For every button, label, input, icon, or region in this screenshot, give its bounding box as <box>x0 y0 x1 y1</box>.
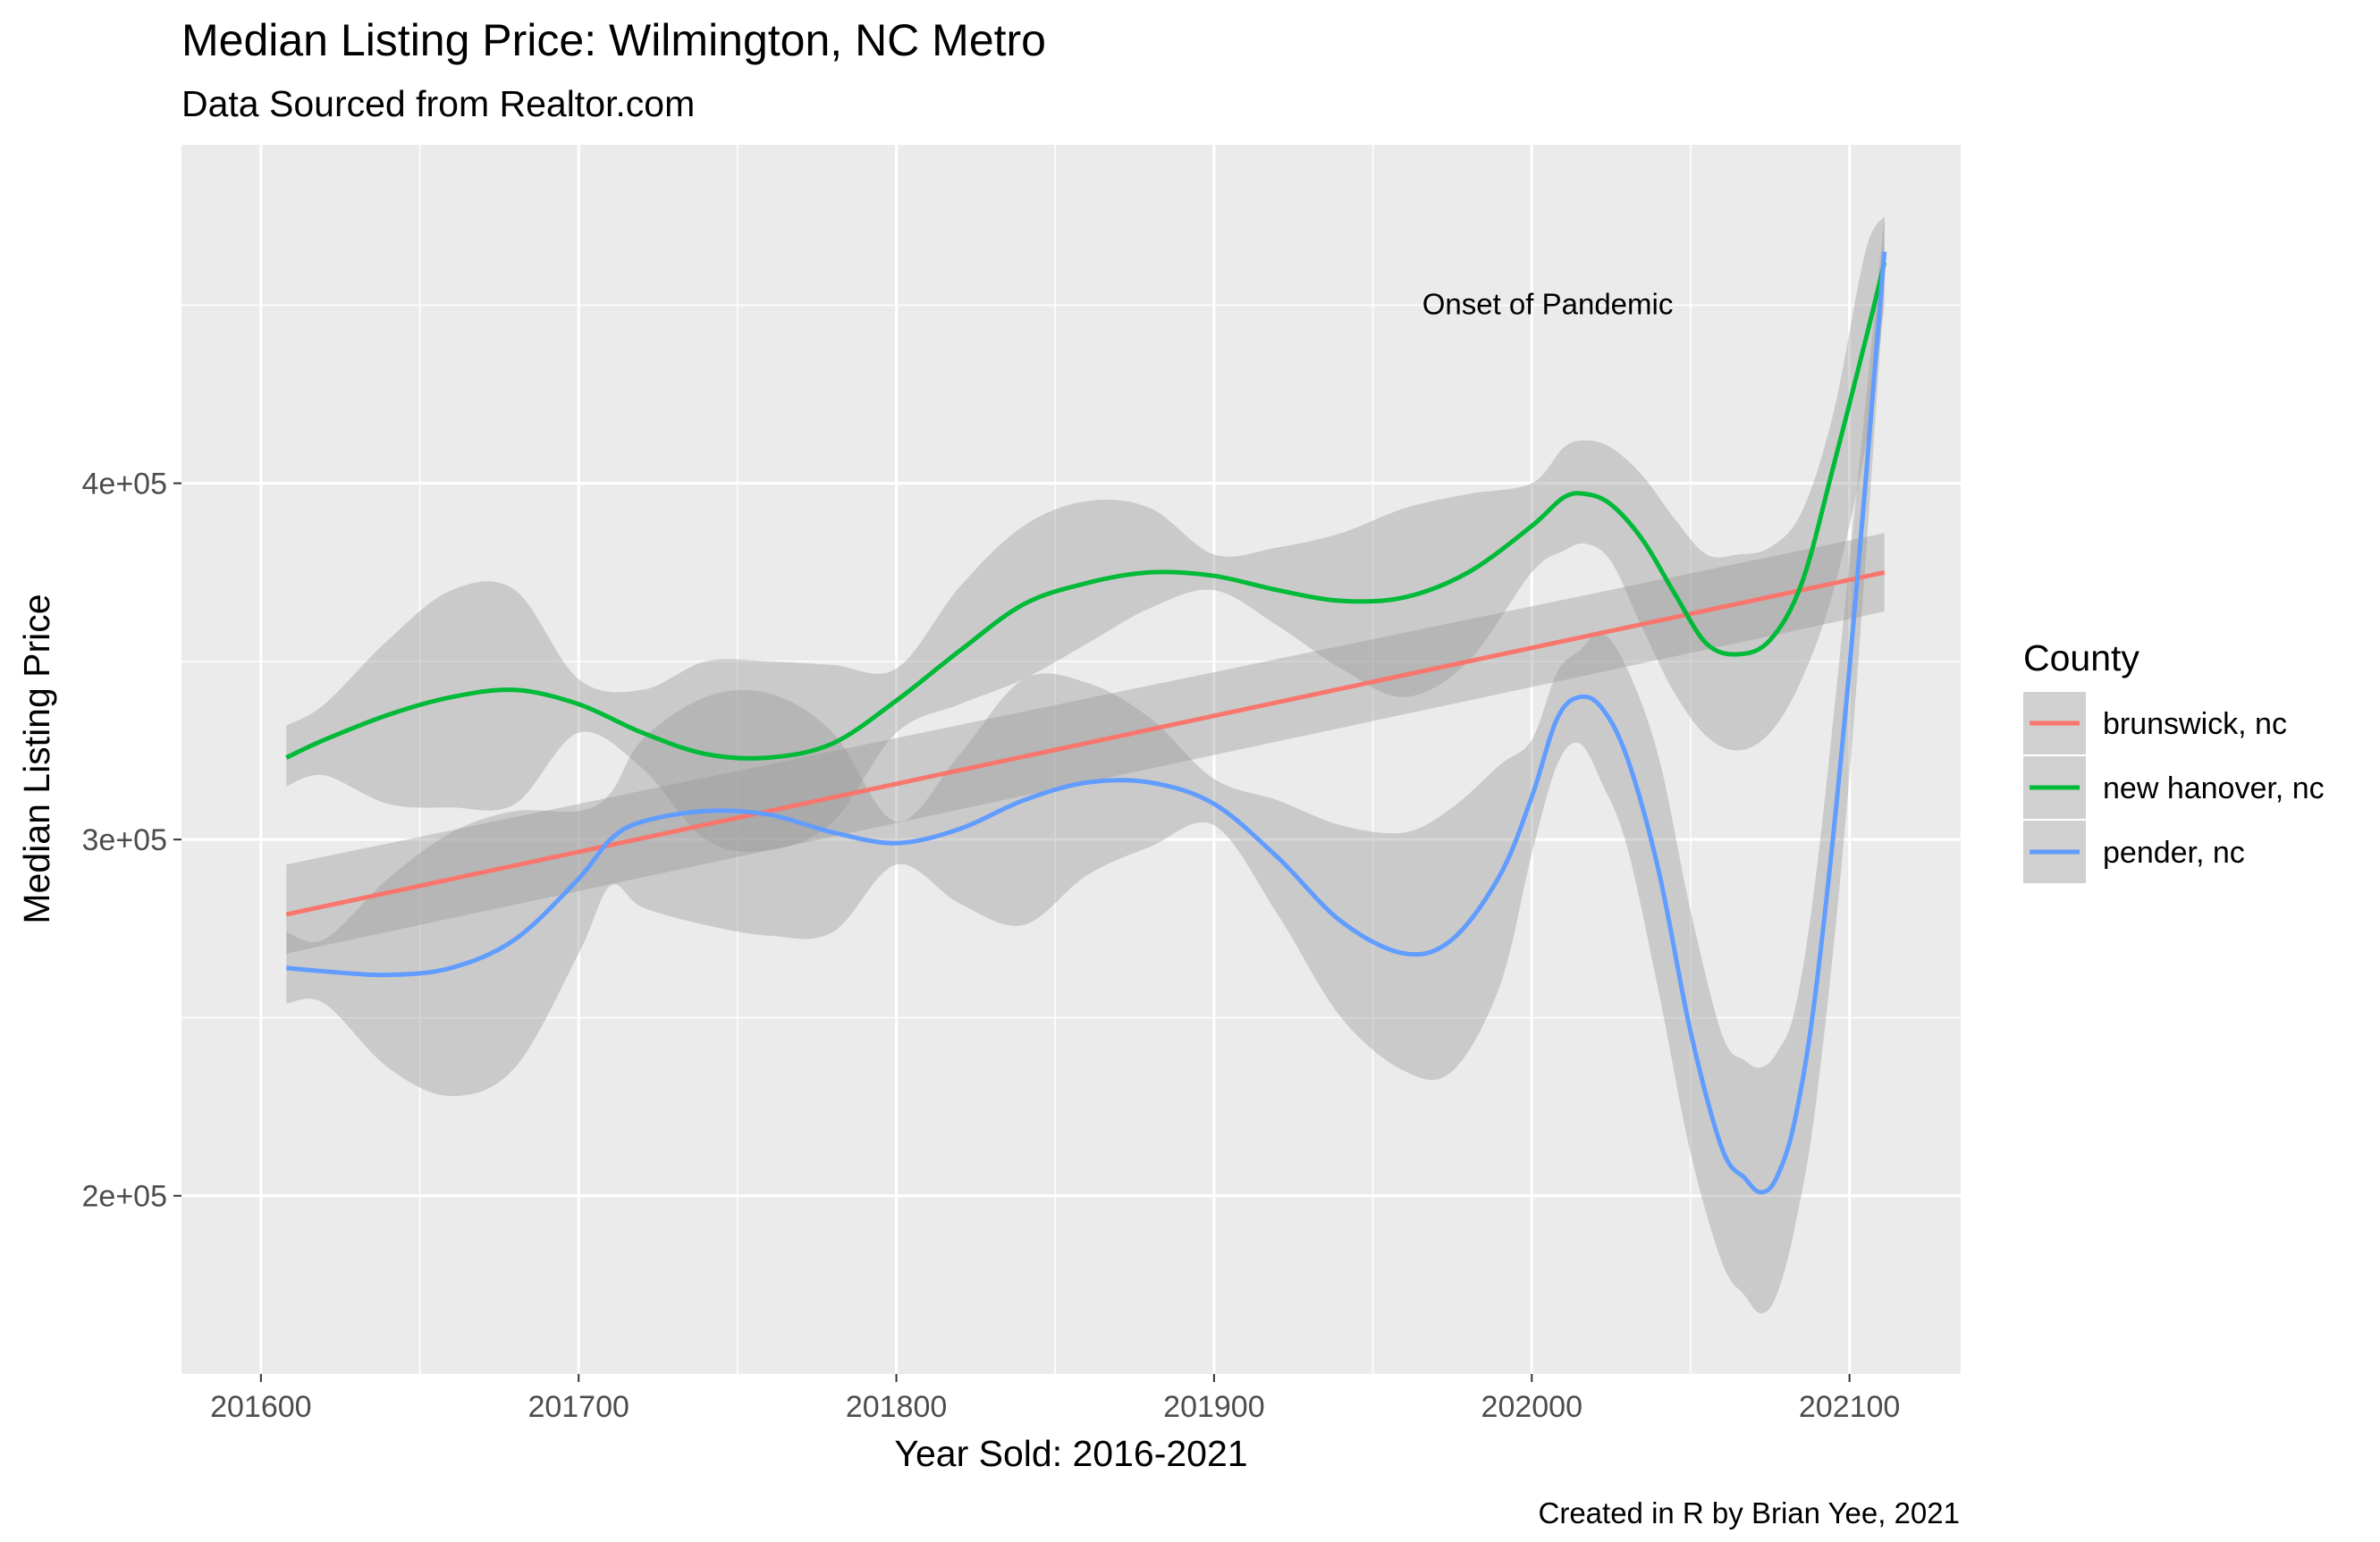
x-tick-label: 201800 <box>846 1390 947 1424</box>
legend-title: County <box>2023 637 2139 678</box>
y-tick-label: 2e+05 <box>82 1180 168 1214</box>
y-tick-label: 4e+05 <box>82 468 168 501</box>
series-lines <box>285 251 1887 1195</box>
y-axis-title: Median Listing Price <box>16 594 57 923</box>
legend-label-2: pender, nc <box>2103 836 2245 870</box>
x-tick-label: 201700 <box>527 1390 629 1424</box>
annotation-onset-of-pandemic: Onset of Pandemic <box>1422 287 1674 320</box>
x-tick-label: 201600 <box>210 1390 311 1424</box>
line-series-1 <box>285 261 1887 761</box>
y-axis-ticks: 2e+05 3e+05 4e+05 <box>82 468 181 1214</box>
chart-caption: Created in R by Brian Yee, 2021 <box>1539 1496 1961 1529</box>
line-series-0 <box>285 569 1886 917</box>
x-axis-ticks: 201600 201700 201800 201900 202000 202100 <box>210 1374 1900 1424</box>
ribbon-series-2 <box>286 215 1885 1314</box>
x-tick-label: 202100 <box>1799 1390 1900 1424</box>
x-tick-label: 202000 <box>1481 1390 1582 1424</box>
legend-label-1: new hanover, nc <box>2103 771 2325 805</box>
legend: brunswick, nc new hanover, nc pender, nc <box>2023 692 2325 883</box>
line-series-2 <box>286 251 1887 1195</box>
chart-subtitle: Data Sourced from Realtor.com <box>181 83 695 124</box>
x-axis-title: Year Sold: 2016-2021 <box>894 1433 1247 1474</box>
legend-label-0: brunswick, nc <box>2103 707 2287 741</box>
ribbon-series-1 <box>286 215 1885 852</box>
x-tick-label: 201900 <box>1163 1390 1264 1424</box>
grid-major <box>181 145 1961 1374</box>
y-tick-label: 3e+05 <box>82 823 168 857</box>
plot-panel <box>181 145 1961 1374</box>
chart-title: Median Listing Price: Wilmington, NC Met… <box>181 15 1046 65</box>
